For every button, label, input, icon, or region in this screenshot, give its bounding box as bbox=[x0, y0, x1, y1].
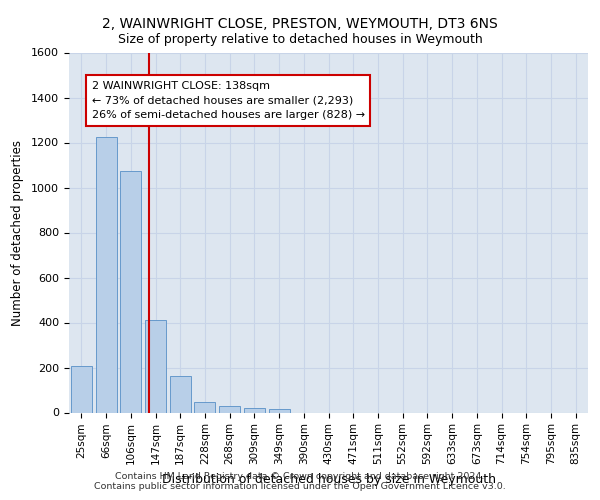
Text: 2, WAINWRIGHT CLOSE, PRESTON, WEYMOUTH, DT3 6NS: 2, WAINWRIGHT CLOSE, PRESTON, WEYMOUTH, … bbox=[102, 18, 498, 32]
Y-axis label: Number of detached properties: Number of detached properties bbox=[11, 140, 24, 326]
Bar bbox=[71, 366, 92, 412]
Text: Contains HM Land Registry data © Crown copyright and database right 2024.
Contai: Contains HM Land Registry data © Crown c… bbox=[94, 472, 506, 491]
Bar bbox=[145, 320, 166, 412]
Bar bbox=[219, 406, 240, 412]
X-axis label: Distribution of detached houses by size in Weymouth: Distribution of detached houses by size … bbox=[161, 472, 496, 486]
Text: 2 WAINWRIGHT CLOSE: 138sqm
← 73% of detached houses are smaller (2,293)
26% of s: 2 WAINWRIGHT CLOSE: 138sqm ← 73% of deta… bbox=[92, 80, 365, 120]
Bar bbox=[244, 408, 265, 412]
Bar bbox=[95, 137, 116, 412]
Bar bbox=[269, 409, 290, 412]
Bar bbox=[120, 170, 141, 412]
Bar bbox=[170, 376, 191, 412]
Bar bbox=[194, 402, 215, 412]
Text: Size of property relative to detached houses in Weymouth: Size of property relative to detached ho… bbox=[118, 32, 482, 46]
